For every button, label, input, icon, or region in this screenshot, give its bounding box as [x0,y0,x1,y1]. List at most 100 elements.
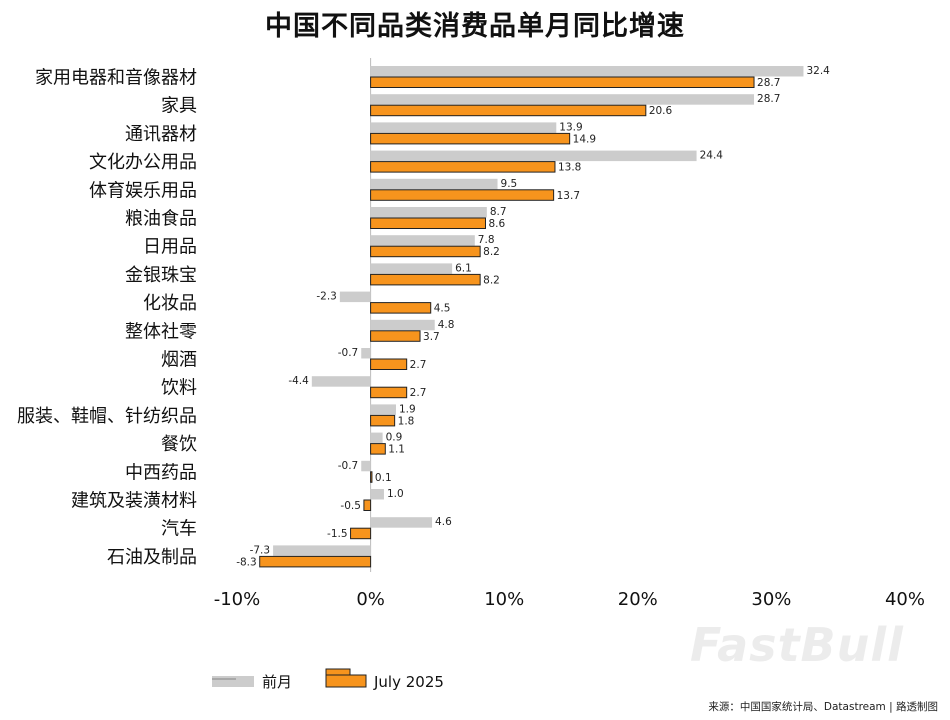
labels-layer: 家用电器和音像器材 32.4 28.7 家具 28.7 20.6 通讯器材 13.914.9 文… [17,65,830,568]
category-label: 汽车 [161,519,197,540]
value-label-previous-month: 24.4 [700,150,724,162]
value-label-july-2025: 14.9 [573,133,596,145]
bar-previous-month [370,432,383,444]
bar-previous-month [370,517,433,528]
legend: 前月 July 2025 [212,668,444,691]
value-label-july-2025: 2.7 [410,387,427,399]
value-label-july-2025: 0.1 [375,472,392,484]
value-label-july-2025: 2.7 [410,359,427,371]
value-label-previous-month: 28.7 [757,93,780,105]
bar-previous-month [273,545,371,556]
watermark: FastBull [690,618,904,672]
bar-july-2025 [370,358,408,370]
value-label-previous-month: 4.6 [435,516,452,528]
value-label-previous-month: 9.5 [501,178,518,190]
value-label-previous-month: 1.0 [387,488,404,500]
bar-previous-month [370,319,435,331]
category-label: 日用品 [143,237,197,258]
category-label: 化妆品 [143,293,197,314]
value-label-previous-month: -2.3 [316,291,337,303]
value-label-previous-month: -4.4 [288,375,309,387]
bar-july-2025 [370,189,555,201]
value-label-july-2025: -0.5 [340,500,361,512]
bar-july-2025 [363,499,372,511]
bar-july-2025 [259,555,372,568]
bar-previous-month [370,122,557,133]
value-label-previous-month: 13.9 [559,121,582,133]
value-label-july-2025: 1.8 [398,415,415,427]
legend-swatch-july-2025-tab [325,668,351,676]
bar-july-2025 [370,414,396,427]
x-tick-label: 10% [484,589,524,610]
value-label-july-2025: 4.5 [434,303,451,315]
category-label: 通讯器材 [125,124,197,145]
category-label: 餐饮 [161,434,197,455]
value-label-previous-month: 0.9 [386,432,403,444]
category-label: 建筑及装潢材料 [71,491,197,512]
bar-july-2025 [370,386,408,399]
bar-previous-month [370,207,487,218]
bar-previous-month [370,404,396,415]
bar-july-2025 [370,132,571,145]
chart-title: 中国不同品类消费品单月同比增速 [265,11,685,42]
legend-label-july-2025: July 2025 [373,673,444,691]
value-label-july-2025: 8.2 [483,274,500,286]
bar-july-2025 [370,76,755,88]
bar-previous-month [370,94,755,105]
value-label-july-2025: 1.1 [388,444,405,456]
category-label: 石油及制品 [107,547,197,568]
bar-previous-month [370,150,697,162]
category-label: 中西药品 [125,462,197,483]
category-label: 体育娱乐用品 [89,180,197,201]
bar-previous-month [370,235,475,246]
value-label-july-2025: 13.7 [557,190,580,202]
axis-layer: -10% 0% 10% 20% 30% 40% [214,58,925,610]
value-label-previous-month: 4.8 [438,319,455,331]
value-label-previous-month: 8.7 [490,206,507,218]
bar-previous-month [370,66,804,77]
bar-previous-month [311,376,371,387]
value-label-july-2025: 8.6 [488,218,505,230]
bar-previous-month [361,348,371,359]
source-note: 来源：中国国家统计局、Datastream | 路透制图 [708,701,938,713]
value-label-previous-month: -0.7 [338,460,359,472]
bars-layer [259,66,804,568]
bar-july-2025 [370,443,386,455]
x-tick-label: 30% [751,589,791,610]
value-label-previous-month: 7.8 [478,234,495,246]
category-label: 服装、鞋帽、针纺织品 [17,406,197,427]
value-label-previous-month: 6.1 [455,262,472,274]
value-label-july-2025: 28.7 [757,77,780,89]
bar-july-2025 [350,527,372,540]
value-label-previous-month: -7.3 [250,544,271,556]
bar-july-2025 [370,471,373,483]
category-label: 家具 [161,96,197,117]
bar-previous-month [361,460,371,472]
value-label-previous-month: 1.9 [399,403,416,415]
bar-july-2025 [370,330,421,342]
bar-july-2025 [370,302,432,314]
category-label: 整体社零 [125,321,197,342]
legend-swatch-previous-month [212,676,254,687]
value-label-july-2025: 3.7 [423,331,440,343]
bar-july-2025 [370,273,481,286]
x-tick-label: 40% [885,589,925,610]
x-tick-label: 0% [356,589,385,610]
bar-previous-month [339,291,371,303]
bar-previous-month [370,489,384,500]
category-label: 文化办公用品 [89,152,197,173]
bar-july-2025 [370,104,647,117]
bar-july-2025 [370,245,481,258]
legend-swatch-july-2025 [325,674,367,688]
bar-previous-month [370,263,453,274]
bar-july-2025 [370,161,556,173]
x-tick-label: -10% [214,589,261,610]
value-label-july-2025: -8.3 [236,556,257,568]
value-label-previous-month: 32.4 [806,65,830,77]
category-label: 家用电器和音像器材 [35,68,197,89]
category-label: 粮油食品 [125,209,197,230]
value-label-july-2025: -1.5 [327,528,348,540]
value-label-previous-month: -0.7 [338,347,359,359]
category-label: 饮料 [161,378,197,399]
